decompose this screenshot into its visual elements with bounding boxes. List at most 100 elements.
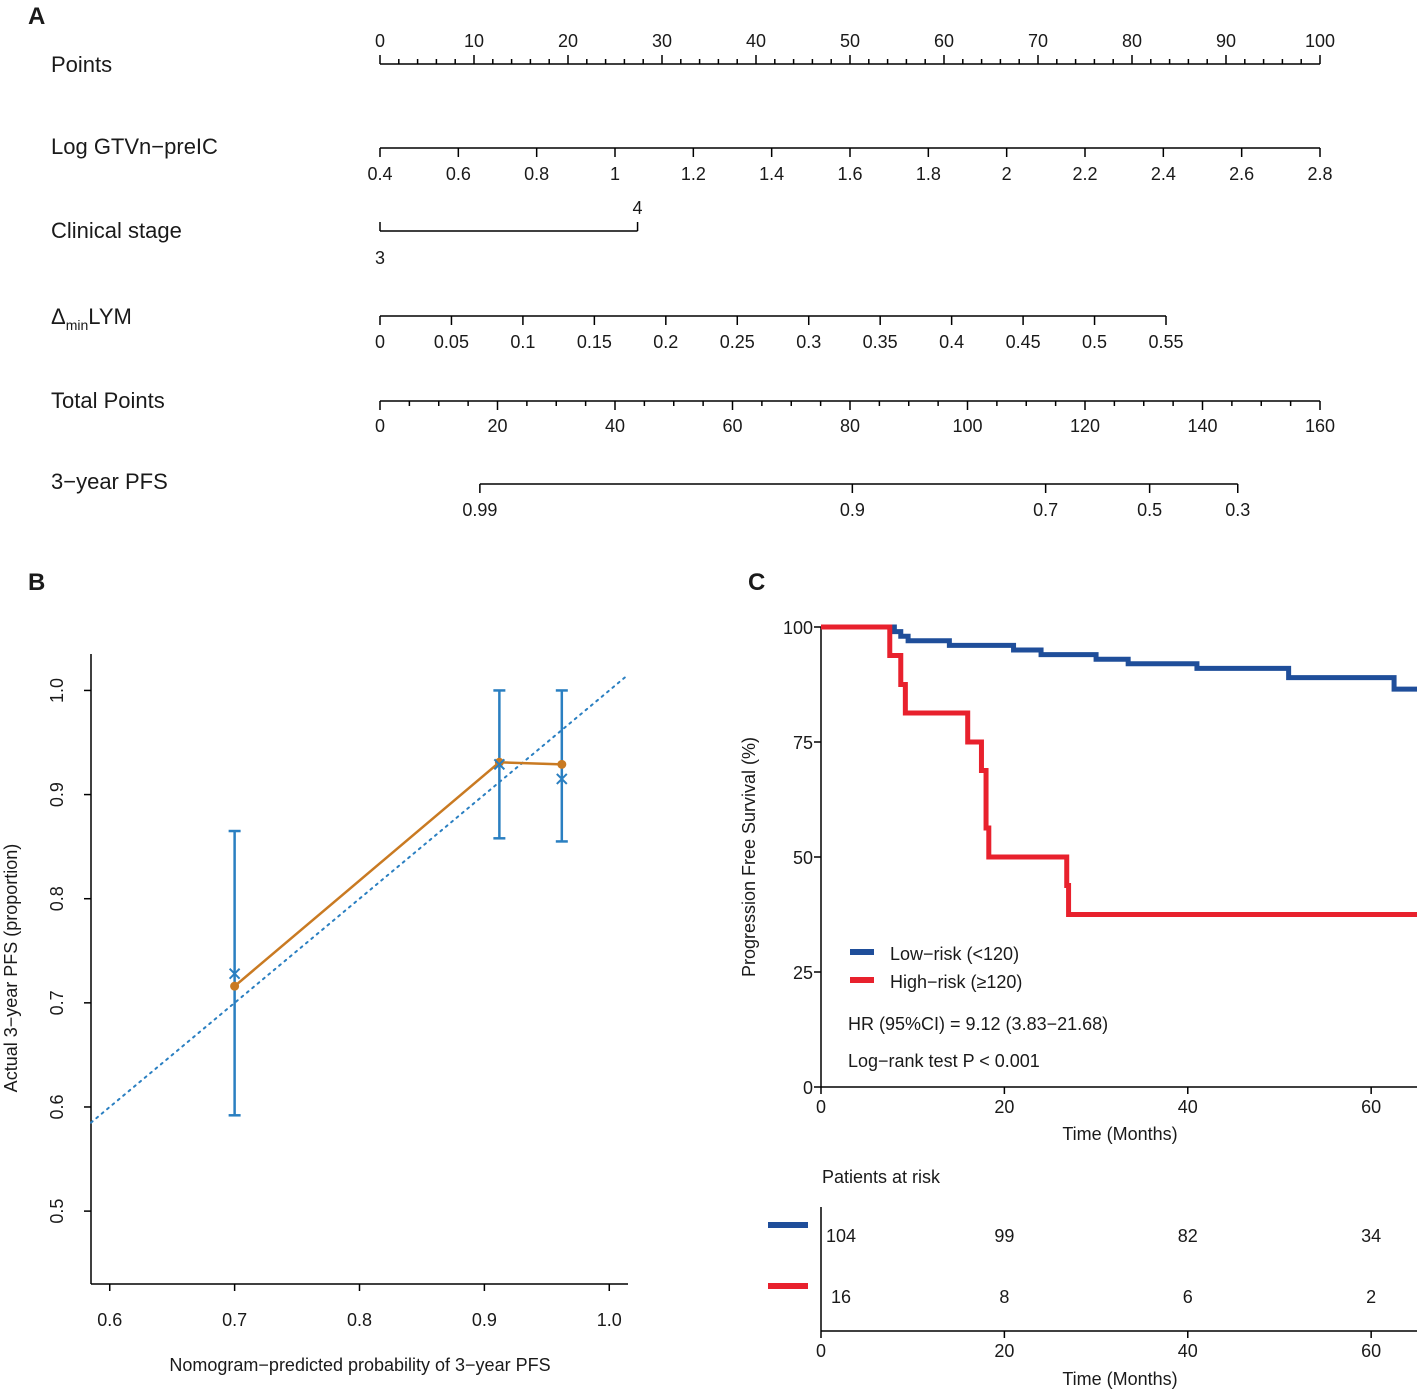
hr-annotation: HR (95%CI) = 9.12 (3.83−21.68) xyxy=(848,1014,1108,1034)
gtvn-scale-label: Log GTVn−preIC xyxy=(51,134,218,159)
delta-subscript: min xyxy=(66,317,89,333)
total-points-tick-label: 40 xyxy=(605,416,625,436)
calibration-x-tick-label: 0.7 xyxy=(222,1310,247,1330)
risk-count: 82 xyxy=(1178,1226,1198,1246)
apparent-point xyxy=(230,981,240,991)
pfs-tick-label: 0.3 xyxy=(1225,500,1250,520)
risk-count: 2 xyxy=(1366,1287,1376,1307)
total-points-tick-label: 20 xyxy=(487,416,507,436)
delta-lym-label: ΔminLYM xyxy=(51,304,132,333)
gtvn-tick-label: 2 xyxy=(1002,164,1012,184)
km-y-label: Progression Free Survival (%) xyxy=(739,737,759,977)
gtvn-tick-label: 1 xyxy=(610,164,620,184)
points-tick-label: 40 xyxy=(746,31,766,51)
calibration-x-tick-label: 0.9 xyxy=(472,1310,497,1330)
km-y-tick-label: 100 xyxy=(783,618,813,638)
risk-count: 6 xyxy=(1183,1287,1193,1307)
delta-lym-tick-label: 0.15 xyxy=(577,332,612,352)
points-tick-label: 10 xyxy=(464,31,484,51)
calibration-y-tick-label: 0.9 xyxy=(47,782,67,807)
apparent-calibration-line xyxy=(233,761,562,988)
points-tick-label: 100 xyxy=(1305,31,1335,51)
calibration-y-tick-label: 0.7 xyxy=(47,990,67,1015)
delta-lym-tick-label: 0.35 xyxy=(863,332,898,352)
delta-lym-tick-label: 0.05 xyxy=(434,332,469,352)
km-x-label: Time (Months) xyxy=(1062,1124,1177,1144)
km-panel: Time (Months) Progression Free Survival … xyxy=(739,618,1417,1389)
total-points-tick-label: 80 xyxy=(840,416,860,436)
bias-corrected-marker xyxy=(228,967,241,980)
points-tick-label: 30 xyxy=(652,31,672,51)
total-points-tick-label: 60 xyxy=(722,416,742,436)
calibration-y-tick-label: 1.0 xyxy=(47,678,67,703)
bias-corrected-marker xyxy=(493,758,506,771)
clinical-stage-value-4: 4 xyxy=(633,198,643,218)
gtvn-tick-label: 1.2 xyxy=(681,164,706,184)
total-points-tick-label: 140 xyxy=(1187,416,1217,436)
points-tick-label: 60 xyxy=(934,31,954,51)
calibration-x-tick-label: 0.6 xyxy=(97,1310,122,1330)
gtvn-tick-label: 2.4 xyxy=(1151,164,1176,184)
delta-symbol: Δ xyxy=(51,304,66,329)
calibration-y-tick-label: 0.5 xyxy=(47,1199,67,1224)
gtvn-tick-label: 0.4 xyxy=(367,164,392,184)
total-points-tick-label: 100 xyxy=(952,416,982,436)
pfs-tick-label: 0.9 xyxy=(840,500,865,520)
risk-table-x-tick-label: 60 xyxy=(1361,1341,1381,1361)
gtvn-tick-label: 0.8 xyxy=(524,164,549,184)
risk-count: 8 xyxy=(999,1287,1009,1307)
pfs-tick-label: 0.99 xyxy=(462,500,497,520)
risk-count: 16 xyxy=(831,1287,851,1307)
km-y-tick-label: 50 xyxy=(793,848,813,868)
nomogram-panel: Points Log GTVn−preIC Clinical stage Δmi… xyxy=(51,31,1335,520)
delta-lym-tick-label: 0.55 xyxy=(1148,332,1183,352)
points-tick-label: 70 xyxy=(1028,31,1048,51)
apparent-point xyxy=(557,759,567,769)
points-tick-label: 50 xyxy=(840,31,860,51)
risk-table-x-label: Time (Months) xyxy=(1062,1369,1177,1389)
km-x-tick-label: 40 xyxy=(1178,1097,1198,1117)
calibration-panel: Nomogram−predicted probability of 3−year… xyxy=(1,654,629,1375)
calibration-y-label: Actual 3−year PFS (proportion) xyxy=(1,844,21,1093)
gtvn-tick-label: 2.2 xyxy=(1072,164,1097,184)
delta-lym-tick-label: 0.2 xyxy=(653,332,678,352)
km-y-tick-label: 0 xyxy=(803,1078,813,1098)
pfs-scale-label: 3−year PFS xyxy=(51,469,168,494)
calibration-x-tick-label: 0.8 xyxy=(347,1310,372,1330)
gtvn-tick-label: 0.6 xyxy=(446,164,471,184)
total-points-tick-label: 120 xyxy=(1070,416,1100,436)
panel-b-letter: B xyxy=(28,569,45,596)
km-y-tick-label: 75 xyxy=(793,733,813,753)
points-tick-label: 0 xyxy=(375,31,385,51)
logrank-annotation: Log−rank test P < 0.001 xyxy=(848,1051,1040,1071)
risk-table-title: Patients at risk xyxy=(822,1167,941,1187)
legend-high-risk-label: High−risk (≥120) xyxy=(890,972,1022,992)
gtvn-tick-label: 2.8 xyxy=(1307,164,1332,184)
total-points-label: Total Points xyxy=(51,388,165,413)
km-y-tick-label: 25 xyxy=(793,963,813,983)
points-scale-label: Points xyxy=(51,52,112,77)
calibration-x-tick-label: 1.0 xyxy=(597,1310,622,1330)
delta-lym-tick-label: 0 xyxy=(375,332,385,352)
risk-count: 34 xyxy=(1361,1226,1381,1246)
delta-lym-tick-label: 0.5 xyxy=(1082,332,1107,352)
pfs-tick-label: 0.7 xyxy=(1033,500,1058,520)
delta-lym-tick-label: 0.45 xyxy=(1006,332,1041,352)
gtvn-tick-label: 2.6 xyxy=(1229,164,1254,184)
km-x-tick-label: 20 xyxy=(994,1097,1014,1117)
calibration-y-tick-label: 0.6 xyxy=(47,1094,67,1119)
risk-count: 99 xyxy=(994,1226,1014,1246)
risk-table-x-tick-label: 20 xyxy=(994,1341,1014,1361)
risk-table-x-tick-label: 0 xyxy=(816,1341,826,1361)
gtvn-tick-label: 1.4 xyxy=(759,164,784,184)
gtvn-tick-label: 1.6 xyxy=(837,164,862,184)
pfs-tick-label: 0.5 xyxy=(1137,500,1162,520)
low-risk-survival-curve xyxy=(821,624,1417,692)
ideal-diagonal-line xyxy=(90,673,629,1124)
points-tick-label: 90 xyxy=(1216,31,1236,51)
bias-corrected-marker xyxy=(556,773,568,785)
high-risk-survival-curve xyxy=(821,624,1417,917)
delta-lym-text: LYM xyxy=(88,304,132,329)
points-tick-label: 80 xyxy=(1122,31,1142,51)
